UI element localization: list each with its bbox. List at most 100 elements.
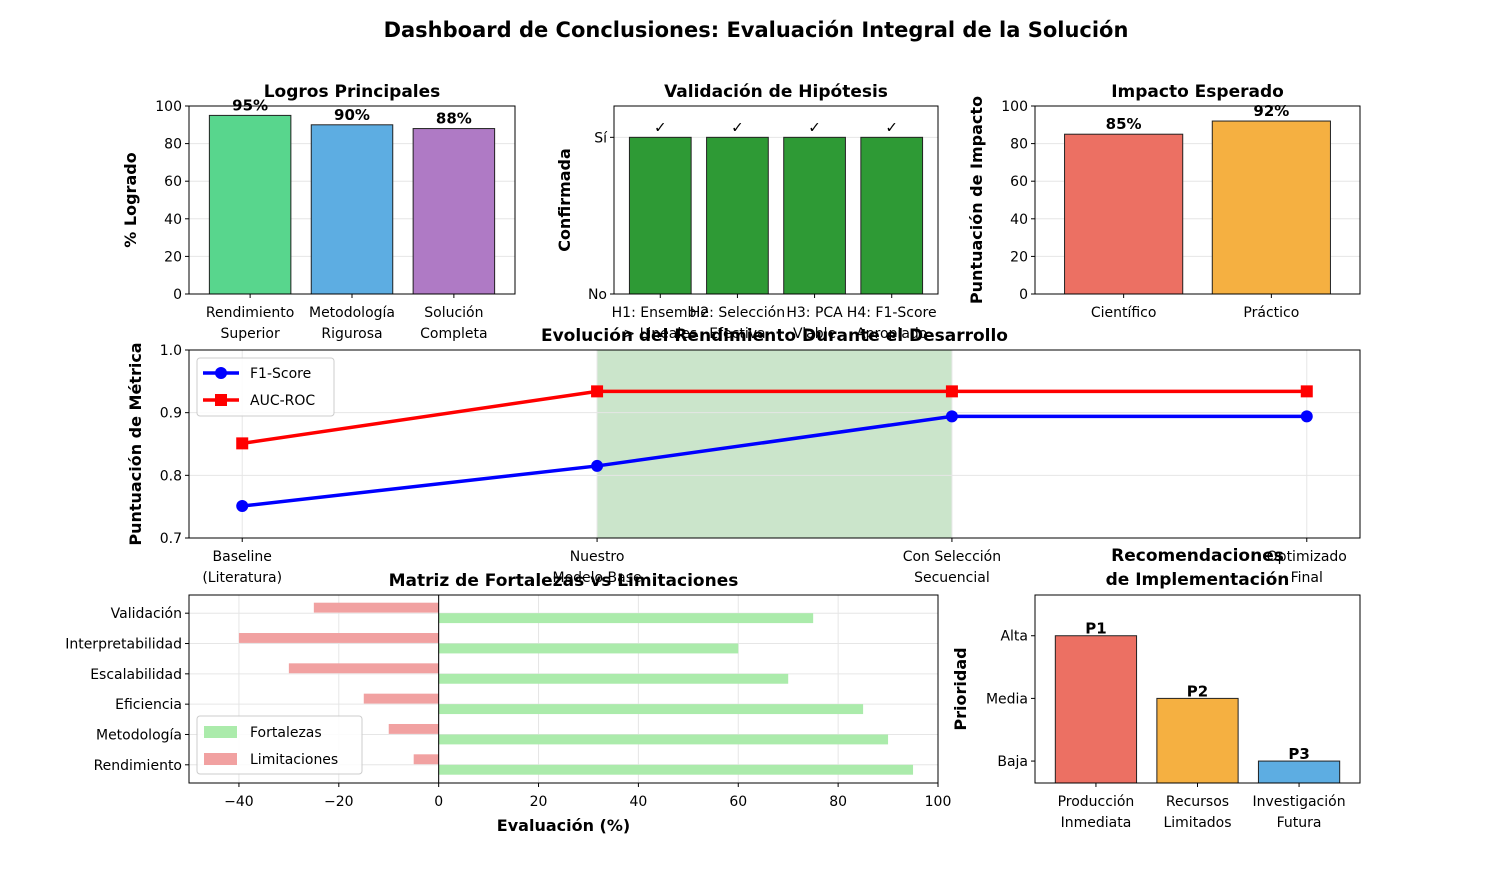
bar-limitacion-0 <box>413 754 439 765</box>
x-tick-label: 40 <box>629 794 647 810</box>
bar-label: ✓ <box>731 118 744 136</box>
data-point <box>945 385 958 398</box>
bar-limitacion-2 <box>363 693 439 704</box>
legend-frame <box>196 715 363 775</box>
y-tick-label: Interpretabilidad <box>65 637 182 653</box>
x-tick-label: Recursos Limitados <box>1163 794 1231 831</box>
legend-swatch <box>204 726 237 738</box>
y-tick-label: 40 <box>1010 212 1028 228</box>
y-tick-label: 100 <box>155 99 182 115</box>
axes-evolucion <box>188 349 1361 539</box>
bar-label: P3 <box>1288 745 1309 763</box>
y-axis-label: % Logrado <box>121 152 140 247</box>
series-line-1 <box>241 389 1307 446</box>
legend-marker <box>215 367 227 379</box>
x-tick-label: Metodología Rigurosa <box>309 305 395 342</box>
y-tick-label: 0.9 <box>160 406 182 422</box>
chart-title: Logros Principales <box>264 82 441 102</box>
x-tick-label: Con Selección Secuencial <box>903 549 1001 586</box>
x-tick-label: 100 <box>925 794 952 810</box>
bar-limitacion-3 <box>288 663 439 674</box>
y-tick-label: 1.0 <box>160 343 182 359</box>
bar-label: ✓ <box>654 118 667 136</box>
x-tick-label: Baseline (Literatura) <box>202 549 282 586</box>
axes-impacto <box>1034 105 1361 295</box>
bar-recomendaciones-2 <box>1257 760 1341 784</box>
chart-title: Impacto Esperado <box>1111 82 1284 102</box>
x-tick-label: H1: Ensemble > Lineales <box>612 305 709 342</box>
bar-logros-2 <box>412 128 496 295</box>
bar-label: 92% <box>1253 102 1289 120</box>
y-axis-label: Puntuación de Impacto <box>967 96 986 304</box>
x-tick-label: 80 <box>829 794 847 810</box>
legend: Fortalezas Limitaciones <box>196 715 363 775</box>
bar-fortaleza-1 <box>438 734 889 745</box>
y-tick-label: Escalabilidad <box>90 667 182 683</box>
bar-recomendaciones-0 <box>1054 635 1138 784</box>
chart-title: Matriz de Fortalezas vs Limitaciones <box>389 571 739 591</box>
y-tick-label: 0 <box>173 287 182 303</box>
bar-logros-0 <box>208 114 292 295</box>
bar-fortaleza-0 <box>438 764 914 775</box>
bar-label: P1 <box>1085 620 1106 638</box>
bar-label: 85% <box>1106 115 1142 133</box>
y-tick-label: 20 <box>1010 249 1028 265</box>
x-tick-label: Producción Inmediata <box>1058 794 1135 831</box>
y-tick-label: Eficiencia <box>115 697 182 713</box>
x-tick-label: 0 <box>434 794 443 810</box>
y-tick-label: Sí <box>594 130 608 146</box>
x-tick-label: H3: PCA Viable <box>786 305 843 342</box>
x-tick-label: Práctico <box>1243 305 1299 321</box>
x-tick-label: H2: Selección Efectiva <box>690 305 785 342</box>
y-tick-label: Baja <box>997 754 1028 770</box>
legend-swatch <box>204 753 237 765</box>
chart-title: Evolución del Rendimiento Durante el Des… <box>541 326 1008 346</box>
bar-label: ✓ <box>808 118 821 136</box>
data-point <box>591 385 604 398</box>
y-tick-label: 0.8 <box>160 468 182 484</box>
y-tick-label: Media <box>986 691 1028 707</box>
x-tick-label: Optimizado Final <box>1267 549 1347 586</box>
bar-logros-1 <box>310 124 394 295</box>
bar-recomendaciones-1 <box>1156 697 1239 784</box>
bar-fortaleza-5 <box>438 613 814 624</box>
x-axis-label: Evaluación (%) <box>497 816 630 835</box>
highlight-region <box>597 350 952 538</box>
x-tick-label: Científico <box>1091 305 1157 321</box>
x-tick-label: −20 <box>324 794 354 810</box>
bar-label: 95% <box>232 96 268 114</box>
y-tick-label: No <box>588 287 607 303</box>
y-tick-label: 0.7 <box>160 531 182 547</box>
data-point <box>1300 385 1313 398</box>
x-tick-label: Solución Completa <box>420 305 487 342</box>
axes-matriz <box>188 594 939 784</box>
axes-hipotesis <box>613 105 939 295</box>
data-point <box>236 500 249 513</box>
legend: F1-Score AUC-ROC <box>196 357 335 417</box>
data-point <box>1300 410 1313 423</box>
y-tick-label: 80 <box>1010 137 1028 153</box>
bar-impacto-0 <box>1064 133 1184 295</box>
bar-label: P2 <box>1187 682 1208 700</box>
series-line-0 <box>242 414 1307 508</box>
y-tick-label: 60 <box>1010 174 1028 190</box>
chart-title: Recomendaciones de Implementación <box>1106 546 1290 590</box>
bar-label: 90% <box>334 106 370 124</box>
x-tick-label: Nuestro Modelo Base <box>553 549 642 586</box>
bar-label: ✓ <box>885 118 898 136</box>
y-tick-label: Validación <box>111 606 182 622</box>
legend-marker <box>215 394 227 406</box>
y-tick-label: 80 <box>164 137 182 153</box>
y-tick-label: 40 <box>164 212 182 228</box>
bar-fortaleza-2 <box>438 704 864 715</box>
legend-label: F1-Score <box>250 366 311 382</box>
y-tick-label: 100 <box>1001 99 1028 115</box>
bar-hipotesis-2 <box>783 136 846 295</box>
bar-fortaleza-4 <box>438 643 739 654</box>
x-tick-label: 60 <box>729 794 747 810</box>
bar-limitacion-5 <box>313 602 439 613</box>
bar-limitacion-1 <box>388 723 439 734</box>
x-tick-label: Rendimiento Superior <box>206 305 294 342</box>
